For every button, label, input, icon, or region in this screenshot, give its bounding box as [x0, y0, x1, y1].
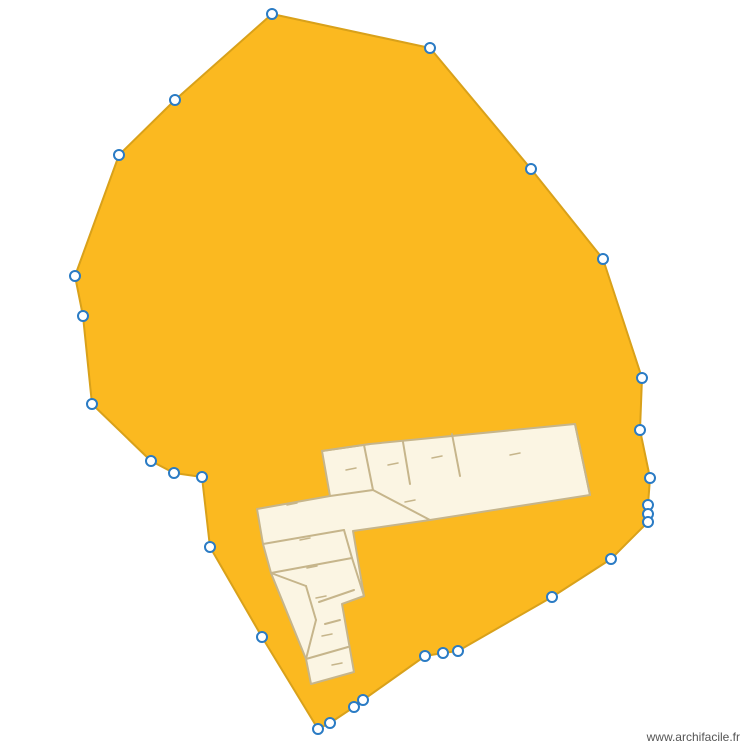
terrain-vertex-handle[interactable] [645, 473, 655, 483]
terrain-vertex-handle[interactable] [349, 702, 359, 712]
terrain-vertex-handle[interactable] [267, 9, 277, 19]
terrain-vertex-handle[interactable] [425, 43, 435, 53]
watermark-text: www.archifacile.fr [647, 730, 740, 744]
terrain-vertex-handle[interactable] [197, 472, 207, 482]
terrain-vertex-handle[interactable] [170, 95, 180, 105]
terrain-vertex-handle[interactable] [114, 150, 124, 160]
terrain-vertex-handle[interactable] [547, 592, 557, 602]
terrain-vertex-handle[interactable] [526, 164, 536, 174]
terrain-vertex-handle[interactable] [606, 554, 616, 564]
terrain-polygon [75, 14, 650, 729]
terrain-vertex-handle[interactable] [420, 651, 430, 661]
terrain-vertex-handle[interactable] [169, 468, 179, 478]
terrain-vertex-handle[interactable] [313, 724, 323, 734]
floor-plan-canvas [0, 0, 750, 750]
terrain-vertex-handle[interactable] [635, 425, 645, 435]
terrain-vertex-handle[interactable] [358, 695, 368, 705]
terrain-vertex-handle[interactable] [598, 254, 608, 264]
terrain-vertex-handle[interactable] [637, 373, 647, 383]
terrain-vertex-handle[interactable] [87, 399, 97, 409]
terrain-vertex-handle[interactable] [78, 311, 88, 321]
terrain-vertex-handle[interactable] [257, 632, 267, 642]
terrain-vertex-handle[interactable] [438, 648, 448, 658]
terrain-vertex-handle[interactable] [70, 271, 80, 281]
terrain-vertex-handle[interactable] [325, 718, 335, 728]
terrain-vertex-handle[interactable] [453, 646, 463, 656]
terrain-vertex-handle[interactable] [205, 542, 215, 552]
terrain-vertex-handle[interactable] [643, 517, 653, 527]
terrain-vertex-handle[interactable] [146, 456, 156, 466]
